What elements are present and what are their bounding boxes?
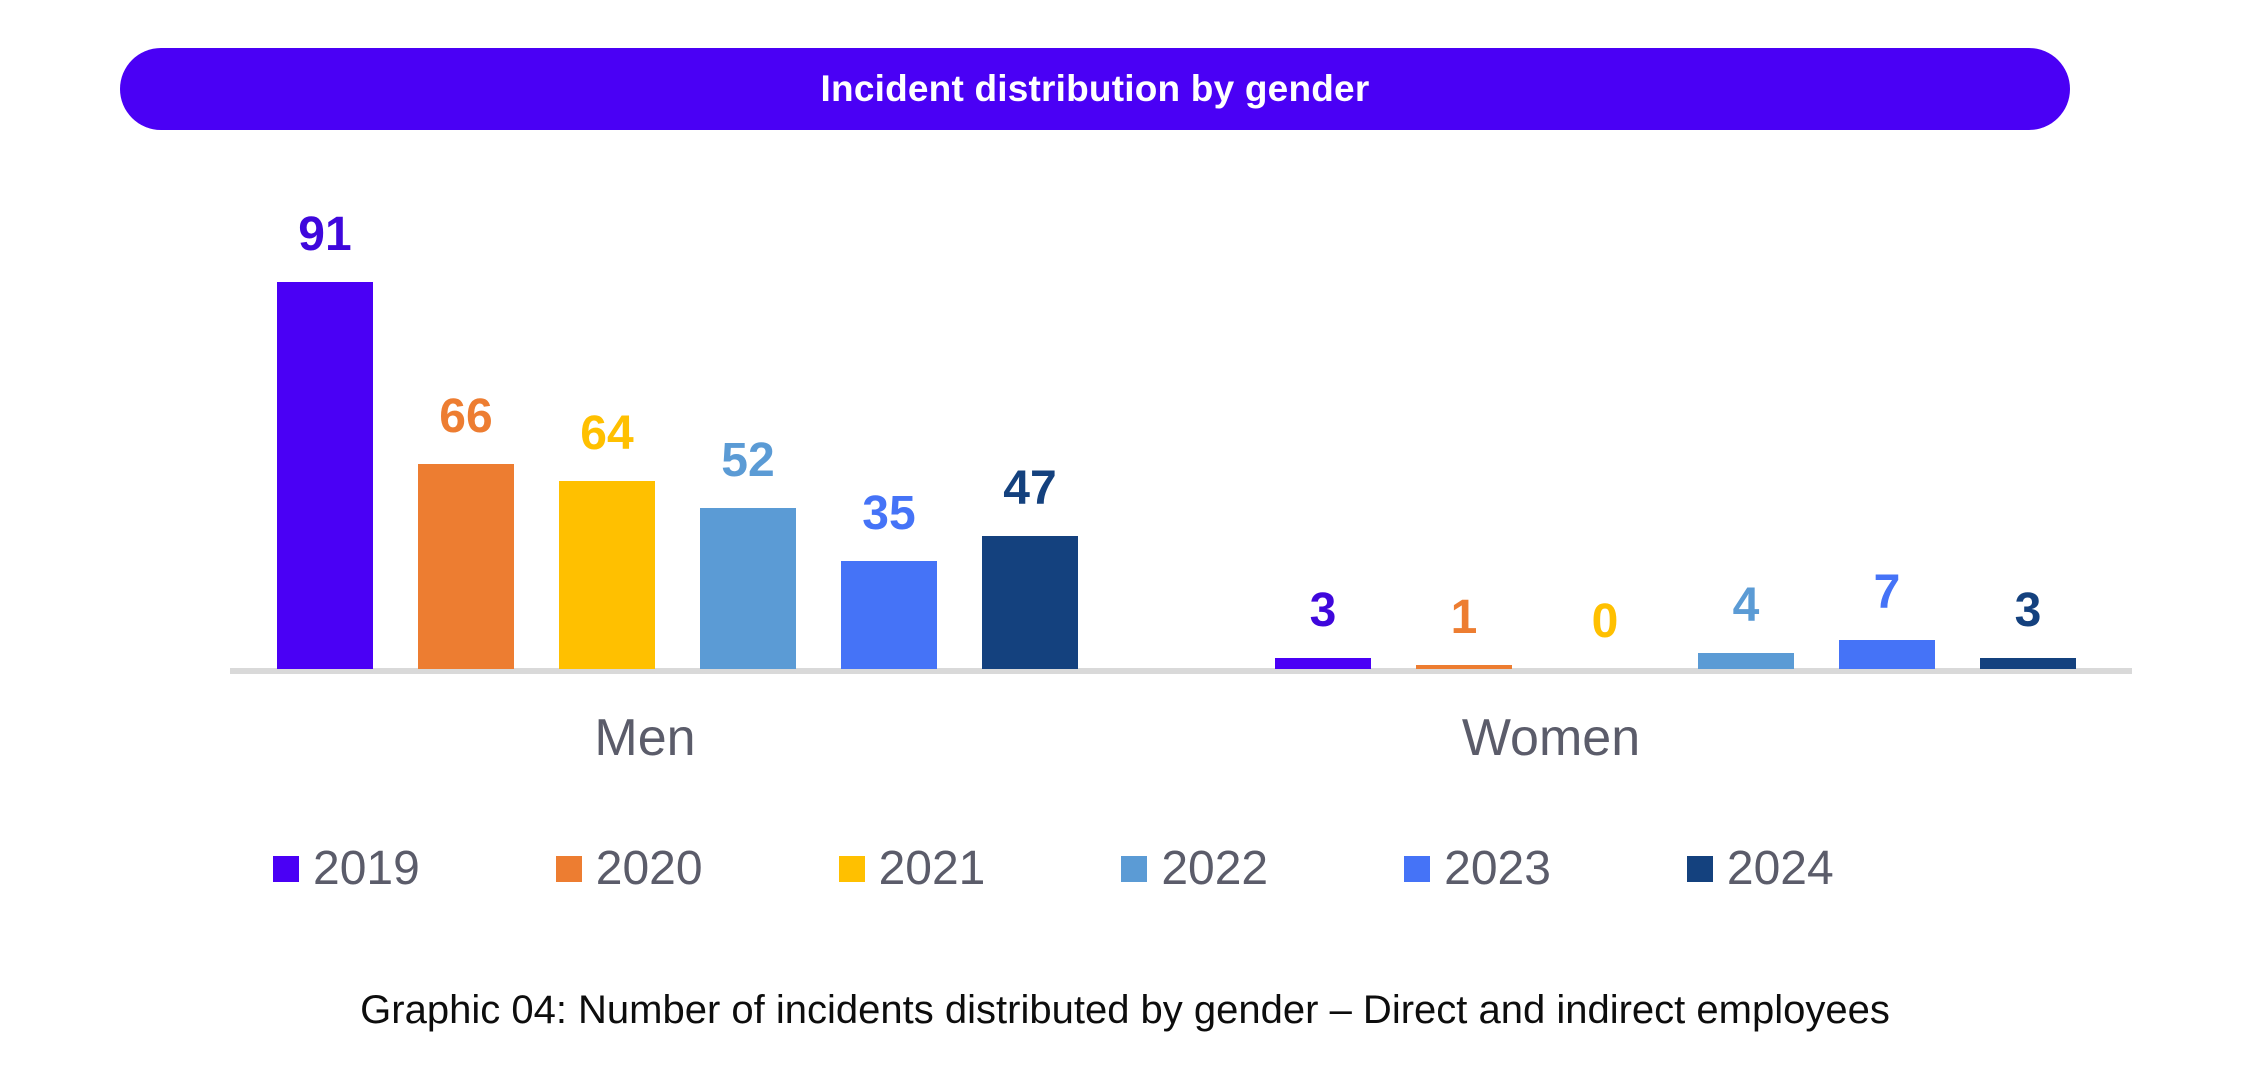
legend-swatch-2020 — [555, 856, 582, 882]
bar-value-label: 52 — [721, 434, 775, 487]
chart-legend: 2019 2020 2021 2022 2023 2024 — [273, 842, 1834, 896]
bar-2023-men — [841, 561, 937, 669]
legend-label: 2020 — [595, 842, 703, 895]
bar-value-label: 91 — [298, 208, 352, 261]
legend-label: 2024 — [1726, 842, 1834, 895]
legend-label: 2019 — [313, 842, 420, 895]
bar-value-label: 7 — [1873, 566, 1901, 619]
legend-swatch-2022 — [1121, 856, 1148, 882]
bar-value-label: 66 — [439, 390, 493, 443]
bar-value-label: 4 — [1732, 579, 1760, 632]
plot-area: 91 66 64 52 35 47 3 1 0 4 7 3 — [230, 180, 2132, 674]
legend-label: 2021 — [878, 842, 986, 895]
legend-swatch-2024 — [1686, 856, 1713, 882]
category-label-men: Men — [594, 709, 696, 767]
legend-label: 2022 — [1161, 842, 1269, 895]
legend-item-2019: 2019 — [273, 842, 420, 896]
legend-item-2020: 2020 — [555, 842, 703, 896]
legend-item-2021: 2021 — [838, 842, 986, 896]
x-axis-line — [230, 668, 2132, 674]
bar-value-label: 3 — [2014, 584, 2042, 637]
legend-swatch-2019 — [273, 856, 299, 882]
title-banner: Incident distribution by gender — [120, 48, 2070, 130]
legend-swatch-2021 — [838, 856, 865, 882]
bar-2019-men — [277, 282, 373, 669]
bar-2019-women — [1275, 658, 1371, 669]
bar-2020-men — [418, 464, 514, 669]
legend-item-2024: 2024 — [1686, 842, 1834, 896]
legend-item-2022: 2022 — [1121, 842, 1268, 896]
category-label-women: Women — [1461, 709, 1641, 767]
bar-value-label: 1 — [1450, 591, 1478, 644]
bar-value-label: 35 — [862, 487, 916, 540]
legend-label: 2023 — [1444, 842, 1551, 895]
bar-2024-women — [1980, 658, 2076, 669]
legend-item-2023: 2023 — [1404, 842, 1551, 896]
bar-2020-women — [1416, 665, 1512, 669]
bar-2022-men — [700, 508, 796, 669]
page-title: Incident distribution by gender — [820, 68, 1370, 109]
bar-value-label: 64 — [580, 407, 634, 460]
bar-2021-men — [559, 481, 655, 669]
bar-2023-women — [1839, 640, 1935, 669]
bar-value-label: 3 — [1309, 584, 1337, 637]
bar-value-label: 47 — [1003, 462, 1057, 515]
chart-caption: Graphic 04: Number of incidents distribu… — [360, 988, 1890, 1032]
legend-swatch-2023 — [1404, 856, 1431, 882]
bar-2022-women — [1698, 653, 1794, 669]
bar-2024-men — [982, 536, 1078, 669]
bar-value-label: 0 — [1591, 595, 1619, 648]
